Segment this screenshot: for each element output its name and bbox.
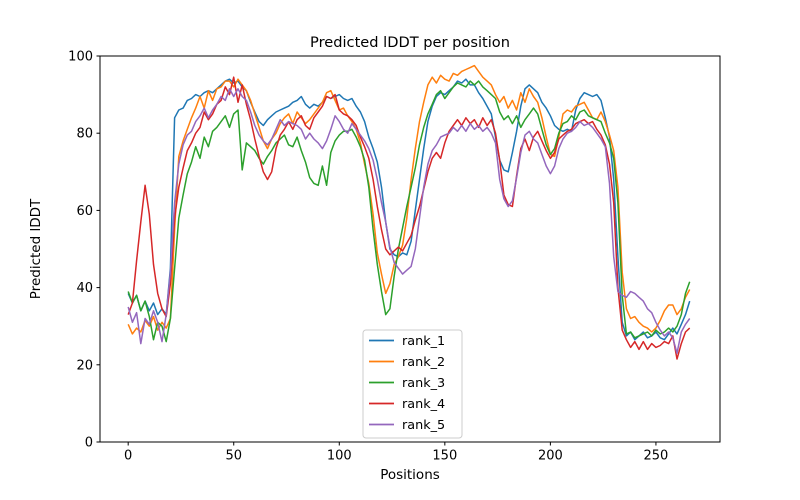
- y-tick-label: 100: [68, 50, 93, 65]
- legend-label-rank_5: rank_5: [402, 418, 445, 433]
- line-rank_3: [127, 80, 691, 343]
- x-tick-label: 0: [124, 449, 132, 464]
- legend-label-rank_4: rank_4: [402, 397, 445, 412]
- y-tick-label: 80: [76, 127, 93, 142]
- x-tick-label: 200: [538, 449, 563, 464]
- x-tick-label: 150: [432, 449, 457, 464]
- x-axis-ticks: 0 50 100 150 200 250: [124, 442, 668, 464]
- x-tick-label: 50: [225, 449, 242, 464]
- legend: rank_1 rank_2 rank_3 rank_4 rank_5: [362, 329, 463, 439]
- y-tick-label: 40: [76, 281, 93, 296]
- line-rank_5: [127, 88, 691, 354]
- series-lines: [127, 64, 691, 360]
- x-tick-label: 250: [644, 449, 669, 464]
- legend-label-rank_3: rank_3: [402, 376, 445, 391]
- y-tick-label: 20: [76, 358, 93, 373]
- line-rank_1: [127, 78, 691, 341]
- legend-box: [362, 329, 463, 439]
- x-tick-label: 100: [327, 449, 352, 464]
- legend-label-rank_2: rank_2: [402, 355, 445, 370]
- y-tick-label: 60: [76, 204, 93, 219]
- y-axis-ticks: 0 20 40 60 80 100: [68, 50, 100, 451]
- y-axis-label: Predicted lDDT: [28, 198, 44, 299]
- y-tick-label: 0: [85, 436, 93, 451]
- legend-label-rank_1: rank_1: [402, 334, 445, 349]
- x-axis-label: Positions: [380, 467, 440, 483]
- chart-title: Predicted lDDT per position: [310, 34, 510, 51]
